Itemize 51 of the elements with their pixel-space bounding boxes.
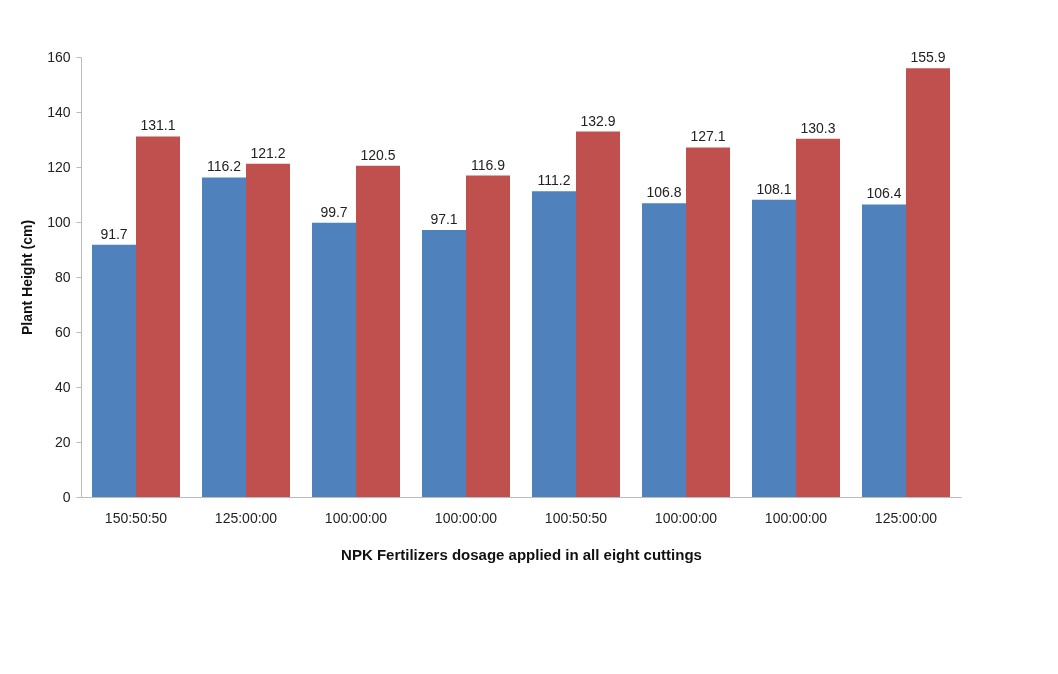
data-label: 108.1 (756, 180, 792, 197)
bar (906, 68, 950, 497)
data-label: 106.8 (646, 184, 682, 201)
bar (312, 222, 356, 497)
y-tick-label: 160 (47, 48, 71, 65)
bar (422, 229, 466, 497)
y-tick-label: 80 (54, 268, 71, 285)
bar (796, 138, 840, 497)
y-tick-label: 100 (47, 213, 71, 230)
data-label: 116.9 (471, 156, 506, 173)
bar (686, 147, 730, 497)
bar (532, 191, 576, 497)
data-label: 155.9 (910, 49, 946, 66)
x-tick-label: 100:00:00 (324, 509, 388, 526)
data-label: 106.4 (866, 185, 902, 202)
bar (202, 177, 246, 497)
y-tick-label: 140 (47, 103, 71, 120)
data-label: 132.9 (580, 112, 616, 129)
data-label: 130.3 (800, 119, 836, 136)
bar (752, 199, 796, 497)
data-label: 120.5 (360, 146, 396, 163)
bar (356, 165, 400, 497)
x-tick-label: 125:00:00 (214, 509, 278, 526)
x-tick-label: 100:00:00 (654, 509, 718, 526)
data-label: 97.1 (430, 210, 458, 227)
y-tick-label: 20 (54, 433, 71, 450)
data-label: 116.2 (207, 158, 242, 175)
bar (246, 163, 290, 497)
y-tick-label: 60 (54, 323, 71, 340)
y-axis-title: Plant Height (cm) (19, 219, 36, 336)
data-label: 99.7 (320, 203, 348, 220)
bar (466, 175, 510, 497)
x-tick-label: 100:00:00 (764, 509, 828, 526)
x-tick-label: 100:00:00 (434, 509, 498, 526)
x-tick-label: 150:50:50 (104, 509, 168, 526)
bar (642, 203, 686, 497)
data-label: 131.1 (140, 117, 176, 134)
bar (576, 131, 620, 497)
x-axis-title: NPK Fertilizers dosage applied in all eight cuttings (341, 545, 702, 563)
x-tick-label: 100:50:50 (544, 509, 608, 526)
y-tick-label: 0 (62, 488, 71, 505)
bar (136, 136, 180, 497)
data-label: 121.2 (250, 144, 286, 161)
data-label: 91.7 (100, 225, 128, 242)
data-label: 127.1 (690, 128, 726, 145)
x-tick-label: 125:00:00 (874, 509, 938, 526)
bar (92, 244, 136, 497)
data-label: 111.2 (537, 172, 571, 189)
y-tick-label: 120 (47, 158, 71, 175)
bar (862, 204, 906, 497)
y-tick-label: 40 (54, 378, 71, 395)
